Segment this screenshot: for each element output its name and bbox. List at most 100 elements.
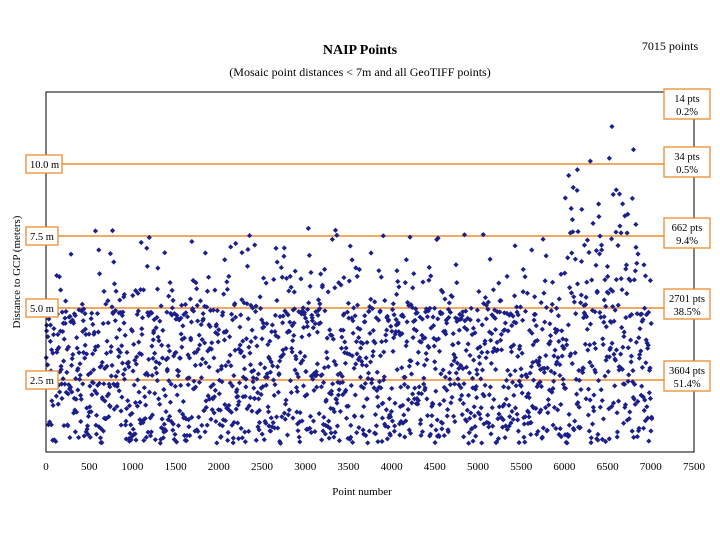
data-point-1179 <box>440 367 446 373</box>
data-point-1049 <box>396 421 403 427</box>
data-point-1564 <box>570 229 576 235</box>
data-point-1377 <box>507 414 513 420</box>
data-point-604 <box>246 232 253 239</box>
data-point-790 <box>309 315 315 321</box>
data-point-633 <box>256 407 262 414</box>
data-point-611 <box>249 408 255 414</box>
data-point-632 <box>256 427 262 433</box>
data-point-960 <box>366 428 372 434</box>
data-point-383 <box>172 431 178 438</box>
data-point-126 <box>85 413 92 419</box>
data-point-818 <box>319 437 325 443</box>
data-point-180 <box>104 363 110 369</box>
data-point-1350 <box>498 298 504 304</box>
data-point-1465 <box>536 409 543 415</box>
data-point-843 <box>327 425 333 431</box>
data-point-373 <box>169 312 175 318</box>
data-point-1033 <box>391 312 397 318</box>
data-point-1625 <box>590 404 596 410</box>
data-point-689 <box>275 334 281 340</box>
data-point-409 <box>181 312 187 318</box>
data-point-562 <box>232 314 239 320</box>
data-point-1661 <box>602 438 609 445</box>
data-point-146 <box>92 228 99 234</box>
data-point-336 <box>156 360 163 367</box>
data-point-1563 <box>569 217 576 223</box>
data-point-1489 <box>544 365 551 371</box>
data-point-892 <box>343 415 350 421</box>
data-point-1533 <box>559 343 566 349</box>
data-point-985 <box>375 439 381 445</box>
data-point-1011 <box>384 327 390 333</box>
data-point-968 <box>369 376 375 383</box>
data-point-1240 <box>461 434 467 440</box>
data-point-1535 <box>560 376 566 382</box>
data-point-522 <box>219 379 225 385</box>
data-point-276 <box>136 389 142 395</box>
data-point-1431 <box>525 420 531 427</box>
data-point-514 <box>216 391 222 397</box>
data-point-269 <box>134 354 140 360</box>
data-point-1529 <box>558 271 564 277</box>
data-point-1706 <box>618 351 624 357</box>
data-point-581 <box>239 297 245 303</box>
data-point-946 <box>362 313 368 319</box>
data-point-881 <box>340 391 346 398</box>
data-point-937 <box>359 358 365 365</box>
data-point-1424 <box>522 308 529 314</box>
data-point-1372 <box>505 328 511 334</box>
data-point-462 <box>199 422 205 428</box>
data-point-102 <box>77 392 84 398</box>
data-point-1445 <box>530 359 536 366</box>
data-point-1771 <box>639 364 645 371</box>
data-point-1591 <box>579 206 585 213</box>
data-point-1687 <box>611 318 617 324</box>
data-point-1463 <box>536 358 542 364</box>
data-point-768 <box>302 353 308 360</box>
data-point-1281 <box>474 307 480 313</box>
data-point-1329 <box>491 314 497 320</box>
data-point-notable-1 <box>630 147 637 153</box>
data-point-1492 <box>546 402 552 408</box>
data-point-688 <box>275 425 281 431</box>
data-point-726 <box>287 378 294 384</box>
x-tick-label-5: 2500 <box>251 461 274 473</box>
data-point-1258 <box>467 415 473 421</box>
data-point-728 <box>288 389 294 396</box>
data-point-77 <box>69 356 75 362</box>
data-point-770 <box>302 315 309 321</box>
data-point-86 <box>72 312 78 319</box>
data-point-232 <box>121 291 127 298</box>
data-point-1392 <box>512 243 518 249</box>
data-point-1756 <box>634 434 640 440</box>
data-point-1052 <box>397 403 403 410</box>
data-point-1500 <box>548 308 554 314</box>
data-point-264 <box>132 431 138 437</box>
data-point-335 <box>156 338 162 344</box>
data-point-64 <box>65 423 71 429</box>
data-point-1069 <box>403 343 409 349</box>
data-point-504 <box>213 418 219 425</box>
data-point-138 <box>90 351 96 357</box>
data-point-834 <box>324 355 330 361</box>
data-point-683 <box>273 245 279 251</box>
data-point-1628 <box>591 340 597 347</box>
data-point-1726 <box>624 417 630 423</box>
data-point-1668 <box>605 273 611 280</box>
data-point-49 <box>60 328 66 335</box>
data-point-637 <box>257 305 264 312</box>
data-point-1266 <box>469 375 476 381</box>
data-point-1158 <box>433 427 439 433</box>
data-point-911 <box>350 318 356 324</box>
data-point-71 <box>67 313 73 320</box>
data-point-334 <box>156 396 162 402</box>
data-point-1133 <box>424 413 431 419</box>
data-point-701 <box>279 274 285 280</box>
data-point-476 <box>203 404 209 411</box>
data-point-61 <box>64 369 70 375</box>
data-point-1442 <box>529 247 535 253</box>
data-point-215 <box>116 354 122 360</box>
data-point-692 <box>276 371 282 377</box>
data-point-1056 <box>399 365 405 371</box>
